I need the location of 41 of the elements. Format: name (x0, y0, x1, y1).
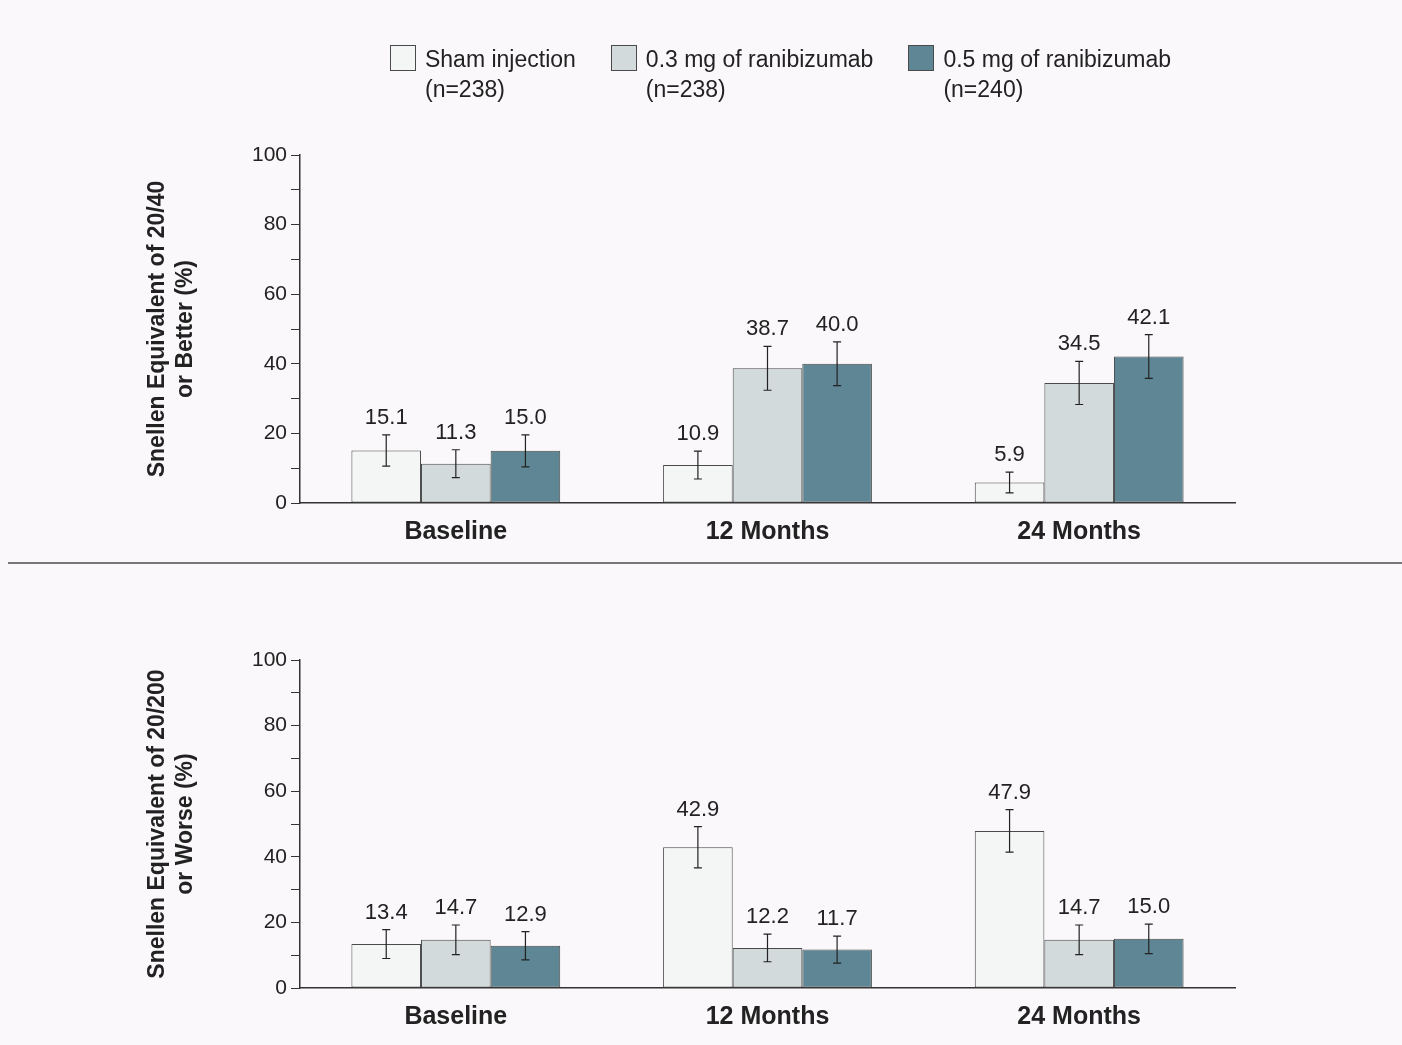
data-label: 10.9 (676, 420, 720, 446)
data-label: 12.9 (504, 900, 547, 926)
data-label: 14.7 (1057, 894, 1101, 920)
y-tick-label: 80 (263, 712, 287, 736)
y-tick-label: 80 (263, 211, 287, 235)
data-label: 11.7 (816, 905, 858, 931)
y-tick-label: 100 (251, 141, 287, 165)
legend-label: Sham injection (n=238) (424, 45, 576, 104)
data-label: 34.5 (1057, 330, 1101, 356)
y-tick-label: 0 (275, 489, 287, 513)
x-tick-label: 24 Months (1017, 515, 1141, 544)
y-tick-label: 20 (263, 909, 287, 933)
data-label: 47.9 (988, 778, 1031, 804)
data-label: 40.0 (815, 310, 859, 336)
data-label: 38.7 (746, 315, 789, 341)
data-label: 15.1 (364, 403, 408, 429)
data-label: 15.0 (1127, 893, 1171, 919)
x-tick-label: 24 Months (1017, 1000, 1141, 1029)
data-label: 42.1 (1127, 303, 1171, 329)
y-axis-title: Snellen Equivalent of 20/200 or Worse (%) (143, 669, 197, 979)
x-tick-label: Baseline (404, 1000, 508, 1029)
legend-label: 0.5 mg of ranibizumab (n=240) (943, 45, 1171, 104)
data-label: 11.3 (435, 418, 477, 444)
y-tick-label: 20 (263, 420, 287, 444)
data-label: 13.4 (364, 898, 408, 924)
x-tick-label: Baseline (404, 515, 508, 544)
data-label: 42.9 (676, 795, 720, 821)
y-tick-label: 40 (263, 350, 287, 374)
y-tick-label: 0 (275, 974, 287, 998)
x-tick-label: 12 Months (705, 1000, 830, 1029)
x-tick-label: 12 Months (705, 515, 830, 544)
data-label: 5.9 (994, 441, 1025, 467)
data-label: 12.2 (746, 903, 789, 929)
y-axis-title: Snellen Equivalent of 20/40 or Better (%) (143, 180, 197, 478)
data-label: 14.7 (434, 894, 478, 920)
y-tick-label: 40 (263, 843, 287, 867)
y-tick-label: 60 (263, 281, 287, 304)
data-label: 15.0 (504, 403, 547, 429)
legend-label: 0.3 mg of ranibizumab (n=238) (645, 45, 874, 104)
y-tick-label: 60 (263, 778, 287, 801)
y-tick-label: 100 (251, 646, 287, 670)
